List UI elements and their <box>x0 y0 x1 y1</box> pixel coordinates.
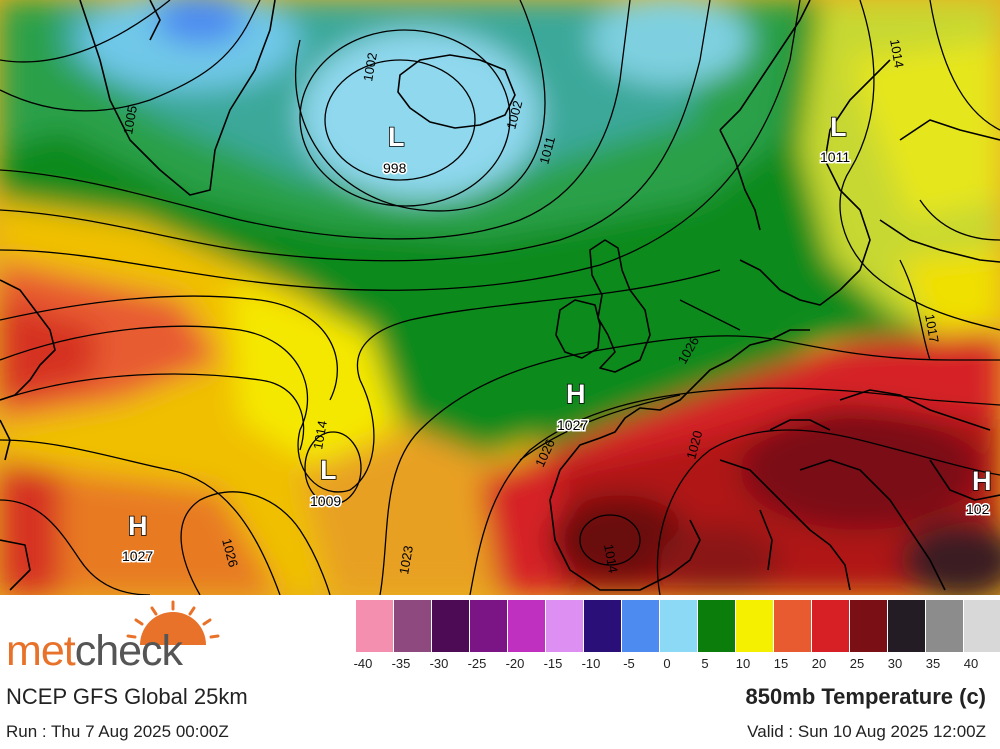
isobar-label: 1026 <box>219 537 241 569</box>
scale-tick-label: -5 <box>623 656 635 671</box>
model-name: NCEP GFS Global 25km <box>6 684 248 709</box>
scale-tick-label: 30 <box>887 656 903 671</box>
scale-tick-label: 10 <box>735 656 751 671</box>
pressure-value: 998 <box>383 160 407 176</box>
isobar-label: 1017 <box>922 313 942 344</box>
temperature-field <box>0 0 1000 595</box>
scale-tick-label: -40 <box>353 656 373 671</box>
temperature-color-scale <box>355 600 1000 652</box>
isobar-label: 1002 <box>360 51 380 82</box>
scale-tick-label: -30 <box>429 656 449 671</box>
scale-swatch <box>963 600 1000 652</box>
scale-tick-label: -10 <box>581 656 601 671</box>
isobar-label: 1005 <box>120 104 140 135</box>
high-pressure-marker: H <box>566 379 586 409</box>
scale-tick-label: 0 <box>663 656 671 671</box>
pressure-value: 102 <box>966 501 990 517</box>
high-pressure-marker: H <box>972 466 992 496</box>
scale-swatch <box>735 600 773 652</box>
scale-tick-label: -25 <box>467 656 487 671</box>
scale-tick-label: 25 <box>849 656 865 671</box>
scale-swatch <box>393 600 431 652</box>
metcheck-logo: metcheck <box>6 627 183 675</box>
isobar-label: 1014 <box>887 38 907 69</box>
scale-swatch <box>469 600 507 652</box>
scale-tick-label: 35 <box>925 656 941 671</box>
isobars <box>0 0 1000 595</box>
pressure-value: 1027 <box>557 417 588 433</box>
sun-logo-icon <box>126 600 220 645</box>
scale-swatch <box>887 600 925 652</box>
scale-swatch <box>849 600 887 652</box>
scale-swatch <box>507 600 545 652</box>
isobar-label: 1011 <box>536 135 558 166</box>
isobar-label: 1002 <box>503 99 525 131</box>
scale-swatch <box>621 600 659 652</box>
logo-text-check: check <box>74 627 183 675</box>
weather-map: 1002 1005 1002 1011 1014 1014 1026 1026 … <box>0 0 1000 595</box>
scale-swatch <box>811 600 849 652</box>
scale-tick-label: -35 <box>391 656 411 671</box>
isobar-label: 1014 <box>310 419 330 450</box>
isobar-label: 1023 <box>396 544 416 575</box>
scale-tick-label: -15 <box>543 656 563 671</box>
scale-swatch <box>697 600 735 652</box>
coastlines <box>0 0 1000 591</box>
scale-tick-label: 5 <box>701 656 709 671</box>
scale-tick-label: -20 <box>505 656 525 671</box>
temperature-scale-ticks: -40 -35 -30 -25 -20 -15 -10 -5 0 5 10 15 20 25 30 35 40 <box>353 656 1000 674</box>
scale-swatch <box>925 600 963 652</box>
pressure-value: 1009 <box>310 493 341 509</box>
pressure-centers: L 998 L 1011 H 1027 L 1009 H 1027 H 102 <box>121 111 993 565</box>
scale-tick-label: 20 <box>811 656 827 671</box>
valid-time: Valid : Sun 10 Aug 2025 12:00Z <box>747 722 986 741</box>
low-pressure-marker: L <box>830 112 847 142</box>
logo-text-met: met <box>6 627 76 675</box>
pressure-value: 1011 <box>820 149 850 165</box>
scale-swatch <box>355 600 393 652</box>
scale-swatch <box>583 600 621 652</box>
scale-swatch <box>773 600 811 652</box>
low-pressure-marker: L <box>388 122 405 152</box>
pressure-value: 1027 <box>122 548 153 564</box>
scale-swatch <box>659 600 697 652</box>
isobar-label: 1014 <box>601 543 621 574</box>
scale-tick-label: 15 <box>773 656 789 671</box>
isobar-labels: 1002 1005 1002 1011 1014 1014 1026 1026 … <box>120 38 942 576</box>
scale-tick-label: 40 <box>963 656 979 671</box>
scale-swatch <box>545 600 583 652</box>
run-time: Run : Thu 7 Aug 2025 00:00Z <box>6 722 229 741</box>
parameter-title: 850mb Temperature (c) <box>745 684 986 709</box>
high-pressure-marker: H <box>128 511 148 541</box>
isobar-label: 1020 <box>683 429 705 461</box>
low-pressure-marker: L <box>320 455 337 485</box>
scale-swatch <box>431 600 469 652</box>
